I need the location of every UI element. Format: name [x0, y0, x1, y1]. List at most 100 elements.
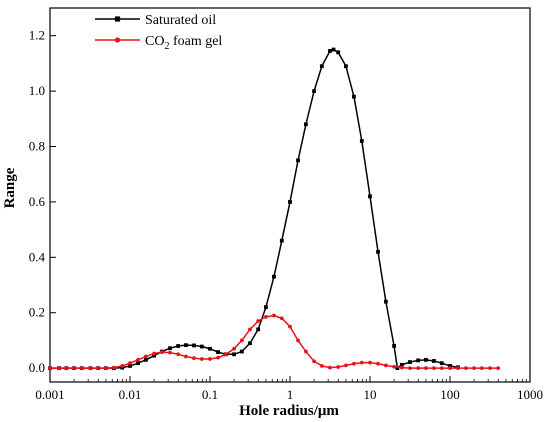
data-point: [383, 299, 388, 304]
y-tick-label: 1.2: [29, 28, 45, 43]
data-point: [136, 357, 140, 362]
data-point: [416, 358, 421, 363]
data-point: [448, 364, 452, 368]
data-point: [312, 89, 316, 94]
series-saturated-oil: [48, 47, 460, 371]
data-point: [488, 366, 492, 371]
y-tick-label: 0.8: [29, 139, 45, 154]
data-point: [168, 350, 172, 355]
x-tick-label: 0.001: [35, 387, 64, 402]
data-point: [319, 364, 324, 368]
data-point: [328, 365, 332, 370]
data-point: [336, 365, 341, 369]
data-point: [432, 366, 436, 371]
x-tick-label: 1: [287, 387, 294, 402]
data-point: [272, 313, 276, 318]
series-line: [50, 48, 459, 370]
data-point: [296, 338, 300, 343]
x-axis: 0.001 0.01 0.1 1 10 100 1000: [35, 376, 543, 402]
x-tick-label: 10: [364, 387, 377, 402]
data-point: [192, 343, 196, 348]
data-point: [439, 366, 444, 371]
legend-label: Saturated oil: [145, 13, 216, 28]
data-point: [143, 357, 148, 362]
data-point: [279, 238, 284, 243]
data-point: [472, 366, 476, 371]
data-point: [288, 324, 292, 329]
data-point: [416, 366, 421, 371]
data-point: [395, 366, 400, 371]
y-axis-title: Range: [2, 167, 18, 208]
data-point: [392, 364, 396, 369]
data-point: [128, 361, 132, 366]
data-point: [463, 366, 468, 371]
data-point: [152, 353, 156, 358]
data-point: [456, 366, 460, 371]
data-point: [88, 366, 93, 371]
data-point: [96, 366, 101, 371]
data-point: [152, 351, 156, 356]
legend-marker: [114, 16, 121, 22]
y-tick-label: 1.0: [29, 83, 45, 98]
data-point: [184, 354, 188, 359]
y-axis: 0.0 0.2 0.4 0.6 0.8 1.0 1.2: [29, 28, 56, 375]
data-point: [424, 366, 428, 371]
data-point: [143, 354, 148, 359]
data-point: [392, 344, 396, 348]
x-tick-label: 1000: [517, 387, 543, 402]
data-point: [79, 366, 84, 371]
data-point: [48, 366, 52, 371]
legend: Saturated oil CO2 foam gel: [95, 13, 222, 52]
data-point: [256, 319, 261, 323]
data-point: [368, 360, 372, 365]
data-point: [168, 346, 172, 351]
data-point: [223, 352, 228, 357]
data-point: [328, 49, 332, 53]
data-point: [199, 344, 204, 349]
data-point: [248, 341, 252, 346]
legend-item: Saturated oil: [95, 13, 216, 28]
data-point: [408, 360, 412, 364]
data-point: [216, 355, 220, 360]
data-point: [264, 314, 268, 319]
data-point: [479, 366, 484, 371]
data-point: [128, 364, 132, 368]
data-point: [239, 338, 244, 343]
data-point: [256, 327, 261, 332]
data-point: [376, 249, 380, 254]
data-point: [352, 361, 356, 366]
data-point: [359, 139, 364, 143]
data-point: [399, 362, 404, 367]
data-point: [232, 352, 236, 357]
data-point: [279, 316, 284, 321]
data-point: [136, 361, 140, 366]
data-point: [72, 366, 76, 371]
data-point: [312, 359, 316, 364]
data-point: [264, 305, 268, 310]
x-axis-title: Hole radius/μm: [239, 403, 339, 419]
data-point: [239, 349, 244, 354]
data-point: [272, 274, 276, 279]
data-point: [208, 346, 212, 351]
x-tick-label: 0.01: [119, 387, 142, 402]
legend-item: CO2 foam gel: [95, 34, 222, 52]
data-point: [184, 343, 188, 348]
data-point: [368, 194, 372, 199]
data-point: [232, 346, 236, 351]
data-point: [288, 200, 292, 204]
data-point: [208, 357, 212, 361]
legend-marker: [114, 37, 121, 43]
data-point: [120, 364, 125, 368]
data-point: [64, 366, 69, 371]
x-tick-label: 0.1: [202, 387, 218, 402]
y-tick-label: 0.4: [29, 249, 46, 264]
data-point: [112, 365, 116, 370]
data-point: [383, 363, 388, 368]
x-tick-label: 100: [440, 387, 460, 402]
data-point: [159, 350, 164, 354]
data-point: [408, 366, 412, 371]
data-point: [57, 366, 62, 371]
series-co2-foam-gel: [48, 313, 501, 371]
data-point: [176, 352, 181, 357]
